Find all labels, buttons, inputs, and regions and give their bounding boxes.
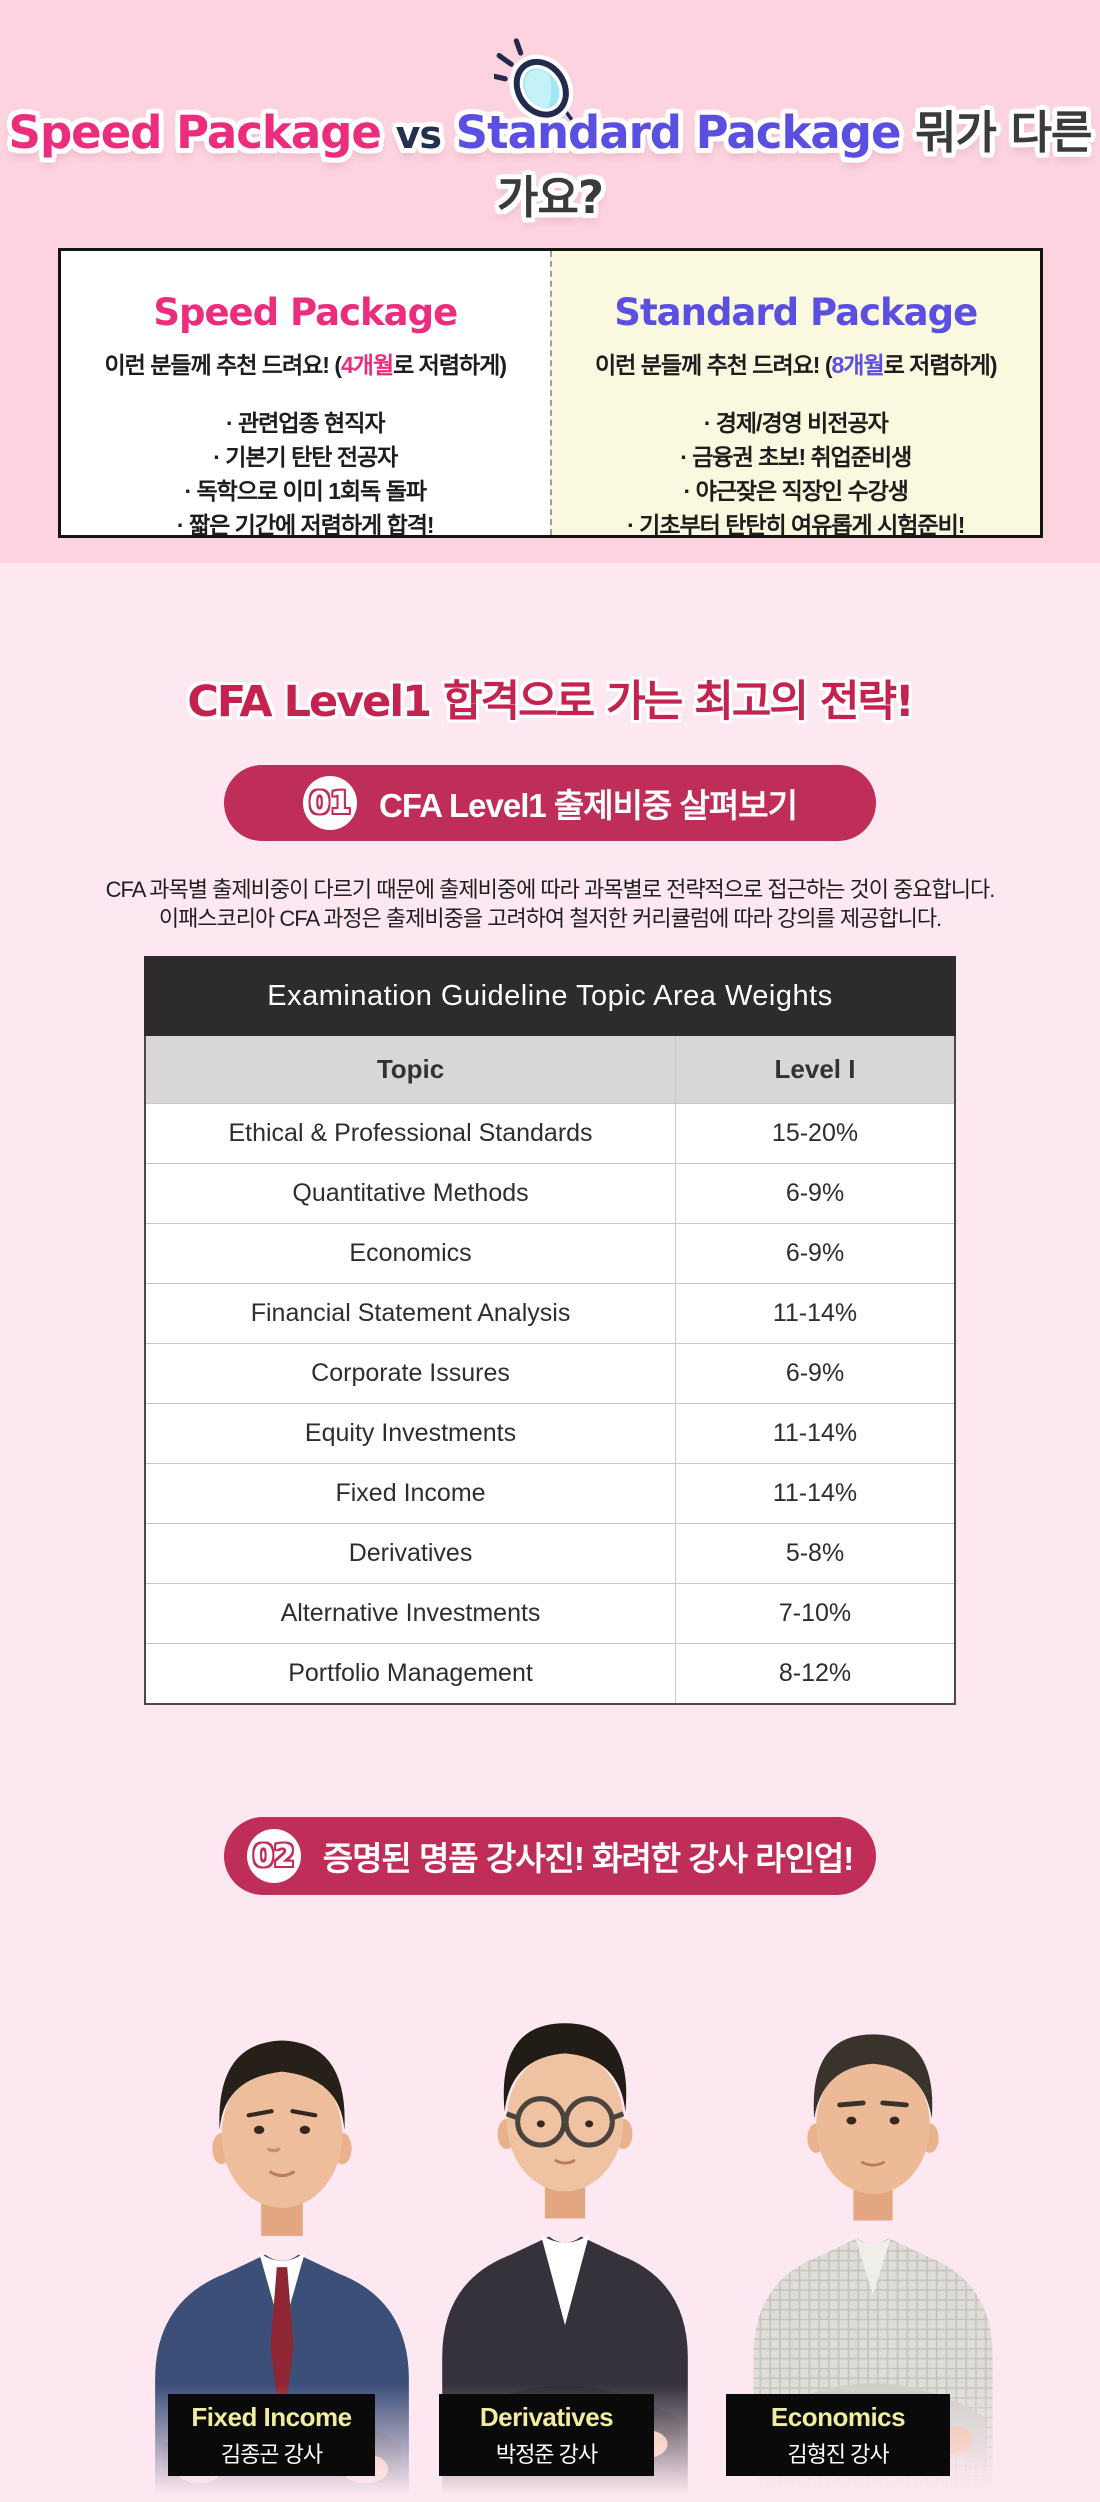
instructor-name: 박정준 강사 <box>495 2441 598 2467</box>
table-row: Fixed Income 11-14% <box>146 1463 954 1523</box>
strategy-description: CFA 과목별 출제비중이 다르기 때문에 출제비중에 따라 과목별로 전략적으… <box>0 875 1100 933</box>
table-row: Ethical & Professional Standards 15-20% <box>146 1103 954 1163</box>
description-line: CFA 과목별 출제비중이 다르기 때문에 출제비중에 따라 과목별로 전략적으… <box>105 877 996 902</box>
standard-months-highlight: 8개월 <box>831 352 885 378</box>
table-row: Derivatives 5-8% <box>146 1523 954 1583</box>
bullet-item: · 경제/경영 비전공자 <box>703 410 889 436</box>
table-title: Examination Guideline Topic Area Weights <box>144 956 956 1036</box>
column-header-topic: Topic <box>146 1036 677 1103</box>
column-header-level1: Level I <box>774 1054 856 1084</box>
speed-package-panel: Speed Package 이런 분들께 추천 드려요! (4개월로 저렴하게)… <box>61 251 551 538</box>
instructor-card-economics: Economics 김형진 강사 <box>726 2394 950 2476</box>
bullet-item: · 기본기 탄탄 전공자 <box>213 444 398 470</box>
standard-package-title: Standard Package <box>614 291 978 334</box>
step2-number: 02 <box>246 1829 301 1883</box>
instructor-card-derivatives: Derivatives 박정준 강사 <box>439 2394 654 2476</box>
bullet-item: · 금융권 초보! 취업준비생 <box>680 444 912 470</box>
step2-label: 증명된 명품 강사진! 화려한 강사 라인업! <box>322 1840 855 1877</box>
strategy-section: CFA Level1 합격으로 가는 최고의 전략! 01 CFA Level1… <box>0 563 1100 2502</box>
strategy-title: CFA Level1 합격으로 가는 최고의 전략! <box>187 677 914 727</box>
table-header-row: Topic Level I <box>146 1036 954 1103</box>
bullet-item: · 야근잦은 직장인 수강생 <box>683 478 909 504</box>
bullet-item: · 짧은 기간에 저렴하게 합격! <box>176 512 435 538</box>
instructor-lineup: Fixed Income 김종곤 강사 Derivatives 박정준 강사 E… <box>0 1993 1100 2502</box>
table-row: Economics 6-9% <box>146 1223 954 1283</box>
instructor-subject: Derivatives <box>479 2401 614 2432</box>
instructor-name: 김종곤 강사 <box>220 2441 323 2467</box>
title-question: 뭐가 다른가요? <box>497 106 1092 224</box>
instructor-subject: Fixed Income <box>191 2401 352 2432</box>
table-row: Financial Statement Analysis 11-14% <box>146 1283 954 1343</box>
topic-weights-table: Examination Guideline Topic Area Weights… <box>144 956 956 1705</box>
page-title: Speed Package vs Standard Package 뭐가 다른가… <box>0 0 1100 226</box>
table-row: Portfolio Management 8-12% <box>146 1643 954 1703</box>
speed-package-bullets: · 관련업종 현직자 · 기본기 탄탄 전공자 · 독학으로 이미 1회독 돌파… <box>61 406 551 542</box>
speed-package-subtitle: 이런 분들께 추천 드려요! (4개월로 저렴하게) <box>104 352 507 378</box>
table-row: Quantitative Methods 6-9% <box>146 1163 954 1223</box>
step1-number: 01 <box>303 776 358 830</box>
instructor-name: 김형진 강사 <box>787 2441 889 2467</box>
package-compare-box: Speed Package 이런 분들께 추천 드려요! (4개월로 저렴하게)… <box>57 248 1043 538</box>
magnifier-icon <box>494 38 580 139</box>
step1-label: CFA Level1 출제비중 살펴보기 <box>379 787 798 824</box>
standard-package-bullets: · 경제/경영 비전공자 · 금융권 초보! 취업준비생 · 야근잦은 직장인 … <box>552 406 1040 542</box>
speed-months-highlight: 4개월 <box>341 352 394 378</box>
description-line: 이패스코리아 CFA 과정은 출제비중을 고려하여 철저한 커리큘럼에 따라 강… <box>158 906 942 931</box>
standard-package-subtitle: 이런 분들께 추천 드려요! (8개월로 저렴하게) <box>595 352 997 378</box>
instructor-card-fixed-income: Fixed Income 김종곤 강사 <box>168 2394 375 2476</box>
bullet-item: · 독학으로 이미 1회독 돌파 <box>184 478 427 504</box>
table-row: Alternative Investments 7-10% <box>146 1583 954 1643</box>
instructor-subject: Economics <box>770 2401 906 2432</box>
standard-package-panel: Standard Package 이런 분들께 추천 드려요! (8개월로 저렴… <box>550 251 1040 538</box>
hero-section: Speed Package vs Standard Package 뭐가 다른가… <box>0 0 1100 563</box>
title-speed-package: Speed Package <box>8 106 382 159</box>
bullet-item: · 관련업종 현직자 <box>225 410 386 436</box>
step2-badge: 02 증명된 명품 강사진! 화려한 강사 라인업! <box>224 1817 876 1895</box>
table-row: Corporate Issures 6-9% <box>146 1343 954 1403</box>
bullet-item: · 기초부터 탄탄히 여유롭게 시험준비! <box>627 512 965 538</box>
table-row: Equity Investments 11-14% <box>146 1403 954 1463</box>
title-standard-package: Standard Package <box>455 106 902 159</box>
speed-package-title: Speed Package <box>153 291 458 334</box>
step1-badge: 01 CFA Level1 출제비중 살펴보기 <box>224 765 876 841</box>
title-vs: vs <box>395 113 442 157</box>
